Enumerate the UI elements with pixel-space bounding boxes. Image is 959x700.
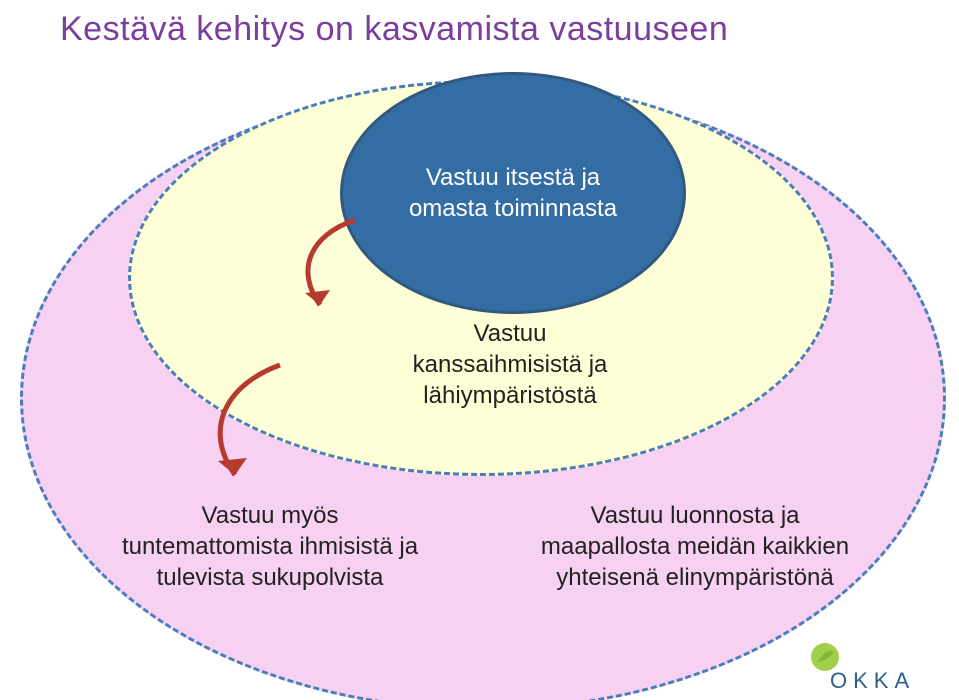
diagram-canvas: Kestävä kehitys on kasvamista vastuuseen…	[0, 0, 959, 700]
middle-text-line1: Vastuu	[474, 320, 547, 347]
middle-text-line3: lähiympäristöstä	[423, 382, 596, 409]
arrow-middle-to-outer	[185, 355, 305, 495]
inner-ellipse-text: Vastuu itsestä ja omasta toiminnasta	[409, 162, 617, 224]
footer-logo: OKKA	[808, 640, 958, 695]
inner-text-line2: omasta toiminnasta	[409, 195, 617, 222]
inner-text-line1: Vastuu itsestä ja	[426, 164, 600, 191]
outer-left-line2: tuntemattomista ihmisistä ja	[122, 533, 418, 560]
outer-left-line1: Vastuu myös	[202, 502, 339, 529]
arrow-inner-to-middle	[275, 210, 385, 330]
inner-ellipse: Vastuu itsestä ja omasta toiminnasta	[340, 72, 686, 314]
page-title: Kestävä kehitys on kasvamista vastuuseen	[60, 10, 728, 49]
footer-text: OKKA	[830, 668, 915, 694]
outer-right-line3: yhteisenä elinympäristönä	[556, 564, 834, 591]
outer-right-line2: maapallosta meidän kaikkien	[541, 533, 849, 560]
middle-ellipse-text: Vastuu kanssaihmisistä ja lähiympäristös…	[380, 318, 640, 412]
outer-right-line1: Vastuu luonnosta ja	[590, 502, 799, 529]
outer-text-right: Vastuu luonnosta ja maapallosta meidän k…	[520, 500, 870, 594]
middle-text-line2: kanssaihmisistä ja	[413, 351, 608, 378]
outer-left-line3: tulevista sukupolvista	[157, 564, 384, 591]
outer-text-left: Vastuu myös tuntemattomista ihmisistä ja…	[105, 500, 435, 594]
